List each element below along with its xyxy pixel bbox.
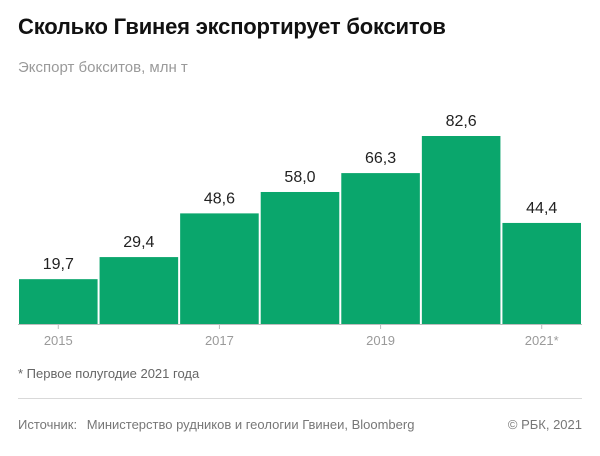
value-label-2020: 82,6 xyxy=(446,113,477,130)
bar-2020 xyxy=(421,136,501,324)
chart-title: Сколько Гвинея экспортирует бокситов xyxy=(18,14,446,39)
divider xyxy=(18,398,582,399)
chart-subtitle: Экспорт бокситов, млн т xyxy=(18,59,188,76)
bar-2018 xyxy=(260,191,340,324)
copyright: © РБК, 2021 xyxy=(507,417,582,432)
bar-2015 xyxy=(19,279,98,324)
x-tick-label-2015: 2015 xyxy=(44,333,73,348)
bar-2019 xyxy=(341,173,420,324)
bar-chart: 19,7 2015 29,4 48,6 2017 58,0 66,3 2019 82,6 44,4… xyxy=(18,113,582,348)
value-label-2015: 19,7 xyxy=(43,256,74,273)
source-label: Источник: xyxy=(18,417,78,432)
x-tick-label-2019: 2019 xyxy=(366,333,395,348)
value-label-2018: 58,0 xyxy=(284,169,315,186)
footnote: * Первое полугодие 2021 года xyxy=(18,366,200,381)
bar-2017 xyxy=(180,213,259,324)
x-tick-label-2021*: 2021* xyxy=(525,333,559,348)
value-label-2016: 29,4 xyxy=(123,234,154,251)
x-tick-label-2017: 2017 xyxy=(205,333,234,348)
source-line: Источник: Министерство рудников и геолог… xyxy=(18,417,414,432)
value-label-2017: 48,6 xyxy=(204,190,235,207)
value-label-2019: 66,3 xyxy=(365,150,396,167)
source-text: Министерство рудников и геологии Гвинеи,… xyxy=(86,417,415,432)
bar-2021* xyxy=(502,222,581,324)
value-label-2021*: 44,4 xyxy=(526,200,557,217)
bar-2016 xyxy=(99,257,179,324)
